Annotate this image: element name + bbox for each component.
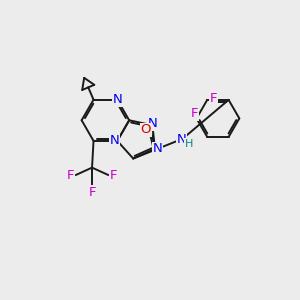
Text: N: N [112,93,122,106]
Text: H: H [185,139,193,149]
Text: N: N [152,142,162,155]
Text: N: N [148,117,157,130]
Text: F: F [88,186,96,199]
Text: F: F [190,107,198,121]
Text: O: O [140,123,151,136]
Text: N: N [110,134,120,147]
Text: F: F [110,169,118,182]
Text: F: F [210,92,218,105]
Text: N: N [176,133,186,146]
Text: F: F [67,169,74,182]
